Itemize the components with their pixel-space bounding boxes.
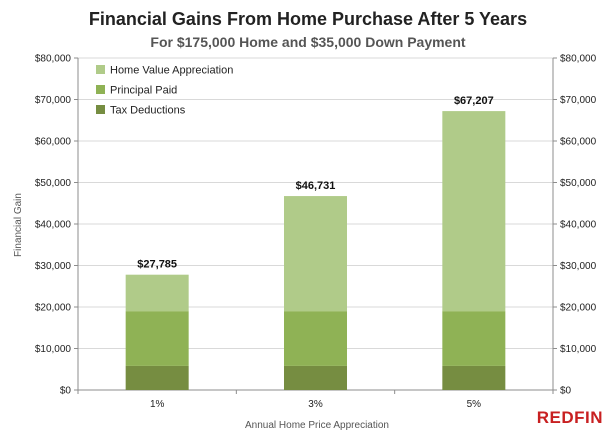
bar-total-label: $67,207	[454, 95, 494, 107]
x-axis-title: Annual Home Price Appreciation	[245, 420, 389, 431]
bar-tax-deductions	[442, 365, 506, 390]
chart-subtitle: For $175,000 Home and $35,000 Down Payme…	[150, 34, 465, 50]
bar-principal-paid	[125, 311, 189, 366]
legend: Home Value Appreciation Principal Paid Tax…	[96, 65, 233, 117]
legend-swatch-tax-deductions	[96, 105, 105, 114]
bar-tax-deductions	[125, 365, 189, 390]
legend-label-tax-deductions: Tax Deductions	[110, 105, 186, 117]
y-tick-label: $40,000	[560, 220, 597, 231]
x-tick-label: 5%	[467, 399, 482, 410]
bar-total-label: $27,785	[137, 259, 177, 271]
y-tick-label: $80,000	[560, 54, 597, 65]
y-tick-label: $10,000	[560, 344, 597, 355]
x-tick-label: 1%	[150, 399, 165, 410]
legend-label-principal-paid: Principal Paid	[110, 85, 177, 97]
bar-total-label: $46,731	[296, 180, 336, 192]
y-axis-right: $0 $10,000 $20,000 $30,000 $40,000 $50,000 $60…	[553, 54, 597, 397]
legend-swatch-home-value-appreciation	[96, 65, 105, 74]
chart-title: Financial Gains From Home Purchase After…	[89, 9, 527, 29]
redfin-logo: REDFIN	[537, 408, 603, 427]
y-tick-label: $20,000	[35, 303, 72, 314]
y-tick-label: $60,000	[560, 137, 597, 148]
bar-home-value-appreciation	[284, 196, 347, 312]
bar-tax-deductions	[284, 365, 347, 390]
bar-principal-paid	[284, 311, 347, 366]
y-tick-label: $50,000	[560, 178, 597, 189]
y-tick-label: $60,000	[35, 137, 72, 148]
x-axis: 1% 3% 5%	[77, 390, 554, 410]
y-tick-label: $30,000	[35, 261, 72, 272]
y-tick-label: $50,000	[35, 178, 72, 189]
total-labels: $27,785 $46,731 $67,207	[137, 95, 493, 271]
y-axis-left: $0 $10,000 $20,000 $30,000 $40,000 $50,000 $60…	[35, 54, 78, 397]
y-tick-label: $0	[560, 386, 572, 397]
legend-label-home-value-appreciation: Home Value Appreciation	[110, 65, 233, 77]
y-tick-label: $20,000	[560, 303, 597, 314]
y-tick-label: $10,000	[35, 344, 72, 355]
legend-swatch-principal-paid	[96, 85, 105, 94]
y-tick-label: $80,000	[35, 54, 72, 65]
y-tick-label: $30,000	[560, 261, 597, 272]
y-tick-label: $40,000	[35, 220, 72, 231]
x-tick-label: 3%	[308, 399, 323, 410]
bars	[125, 111, 506, 390]
y-tick-label: $70,000	[560, 95, 597, 106]
y-axis-title: Financial Gain	[13, 193, 24, 257]
bar-home-value-appreciation	[442, 111, 506, 312]
y-tick-label: $70,000	[35, 95, 72, 106]
bar-principal-paid	[442, 311, 506, 366]
y-tick-label: $0	[60, 386, 72, 397]
bar-home-value-appreciation	[125, 274, 189, 312]
